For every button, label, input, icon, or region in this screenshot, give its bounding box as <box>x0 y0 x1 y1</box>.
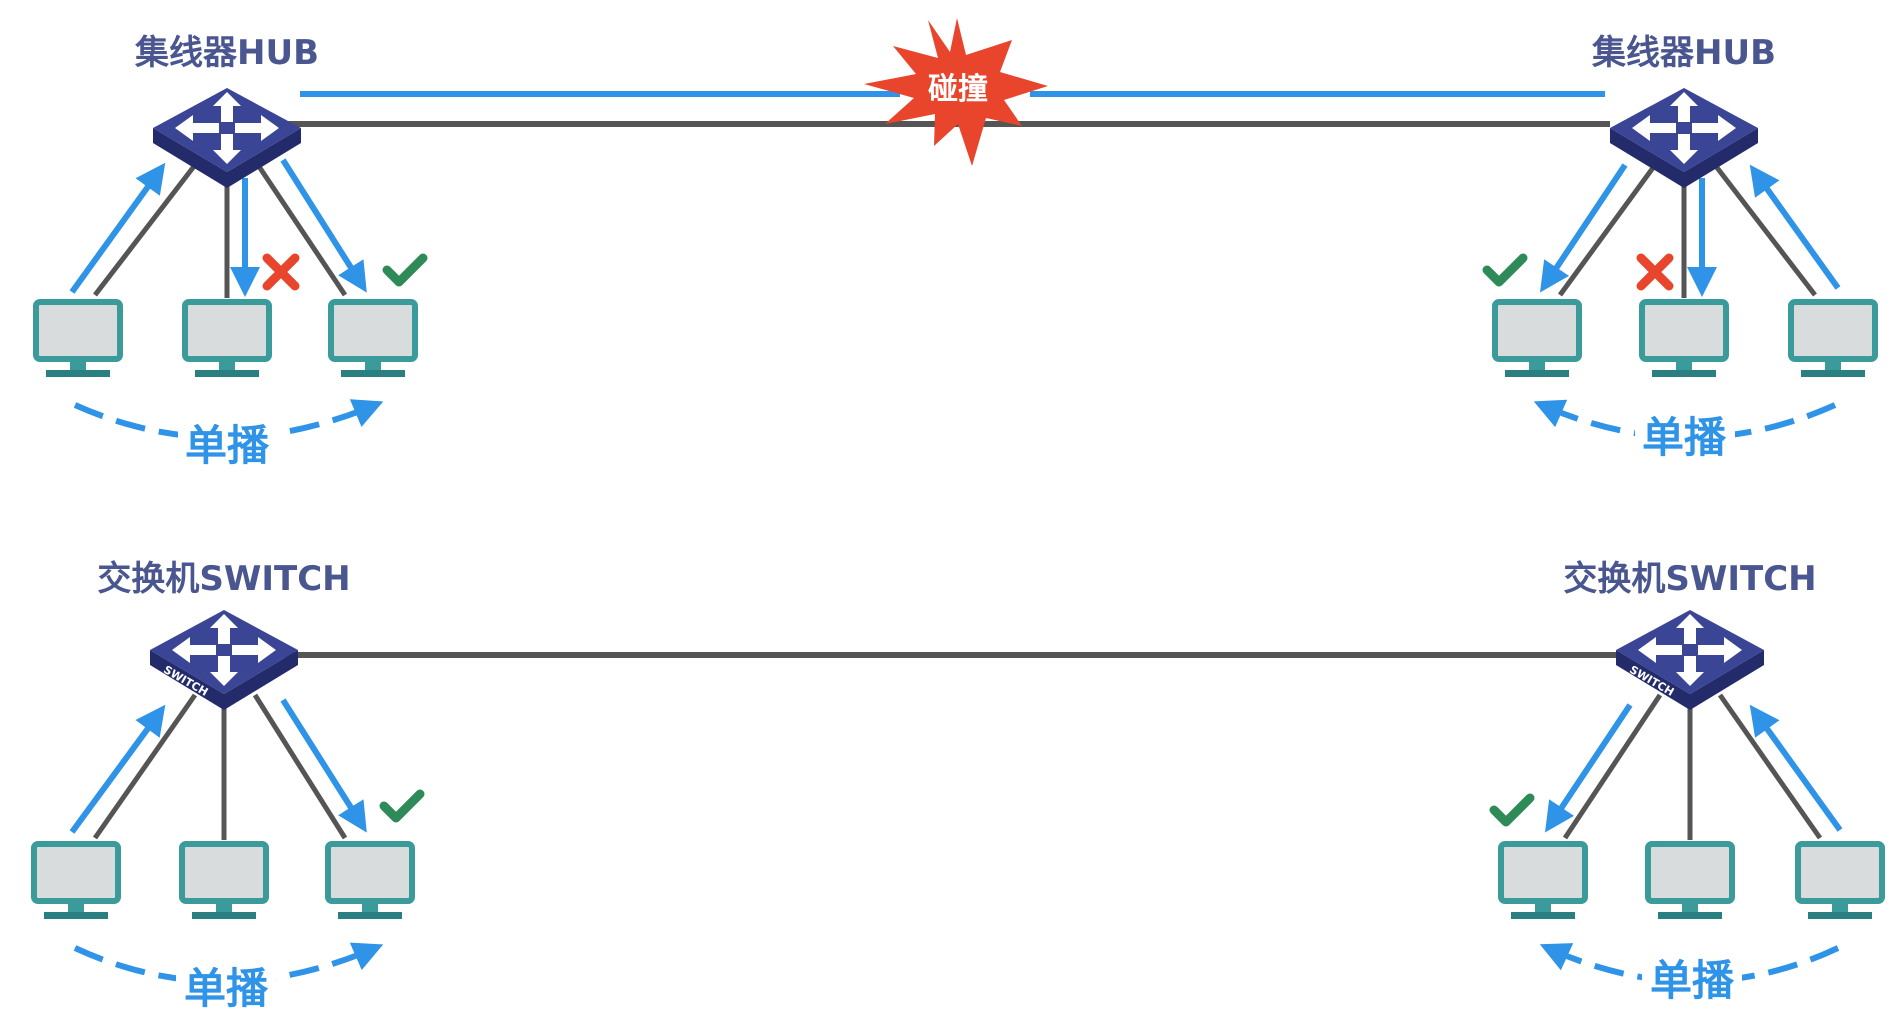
computer-icon <box>1648 844 1732 919</box>
computer-icon <box>34 844 118 919</box>
unicast-label: 单播 <box>185 421 270 470</box>
computer-icon <box>1798 844 1882 919</box>
computer-icon <box>36 302 120 377</box>
hub-arrows <box>1540 163 1841 297</box>
computer-icon <box>328 844 412 919</box>
check-icon <box>1487 258 1523 282</box>
unicast-label: 单播 <box>1650 956 1735 1005</box>
cross-icon <box>267 258 295 286</box>
bottom-right-switch-cluster: SWITCH 交换机SWITCH 单播 <box>1494 559 1882 1007</box>
hub-cables <box>93 163 348 298</box>
computer-icon <box>1495 302 1579 377</box>
hub-cables <box>1557 163 1817 298</box>
computer-icon <box>1791 302 1875 377</box>
switch-diagram: SWITCH 交换机SWITCH 单播 SWITCH <box>34 559 1882 1015</box>
switch-arrows <box>1545 703 1843 833</box>
unicast-label: 单播 <box>184 964 269 1013</box>
computer-icon <box>331 302 415 377</box>
hub-icon <box>153 88 301 188</box>
switch-icon: SWITCH <box>1616 610 1764 710</box>
device-label: 集线器HUB <box>134 33 319 73</box>
check-icon <box>387 258 423 282</box>
collision-label: 碰撞 <box>928 72 988 107</box>
switch-cables <box>92 693 348 840</box>
switch-cables <box>1562 693 1823 840</box>
switch-icon: SWITCH <box>150 610 298 710</box>
top-right-hub-cluster: 集线器HUB 单播 <box>1487 33 1875 465</box>
device-label: 交换机SWITCH <box>97 559 350 599</box>
cross-icon <box>1641 258 1669 286</box>
device-label: 交换机SWITCH <box>1563 559 1816 599</box>
bottom-left-switch-cluster: SWITCH 交换机SWITCH 单播 <box>34 559 420 1015</box>
hub-diagram: 碰撞 集线器HUB 单播 <box>36 18 1875 472</box>
collision-burst-icon: 碰撞 <box>864 18 1048 166</box>
check-icon <box>1494 798 1530 822</box>
device-label: 集线器HUB <box>1591 33 1776 73</box>
computer-icon <box>1642 302 1726 377</box>
computer-icon <box>1501 844 1585 919</box>
hub-icon <box>1610 88 1758 188</box>
computer-icon <box>185 302 269 377</box>
switch-arrows <box>69 698 367 834</box>
top-left-hub-cluster: 集线器HUB 单播 <box>36 33 423 472</box>
check-icon <box>384 794 420 818</box>
hub-arrows <box>69 158 367 297</box>
unicast-label: 单播 <box>1642 413 1727 462</box>
computer-icon <box>182 844 266 919</box>
